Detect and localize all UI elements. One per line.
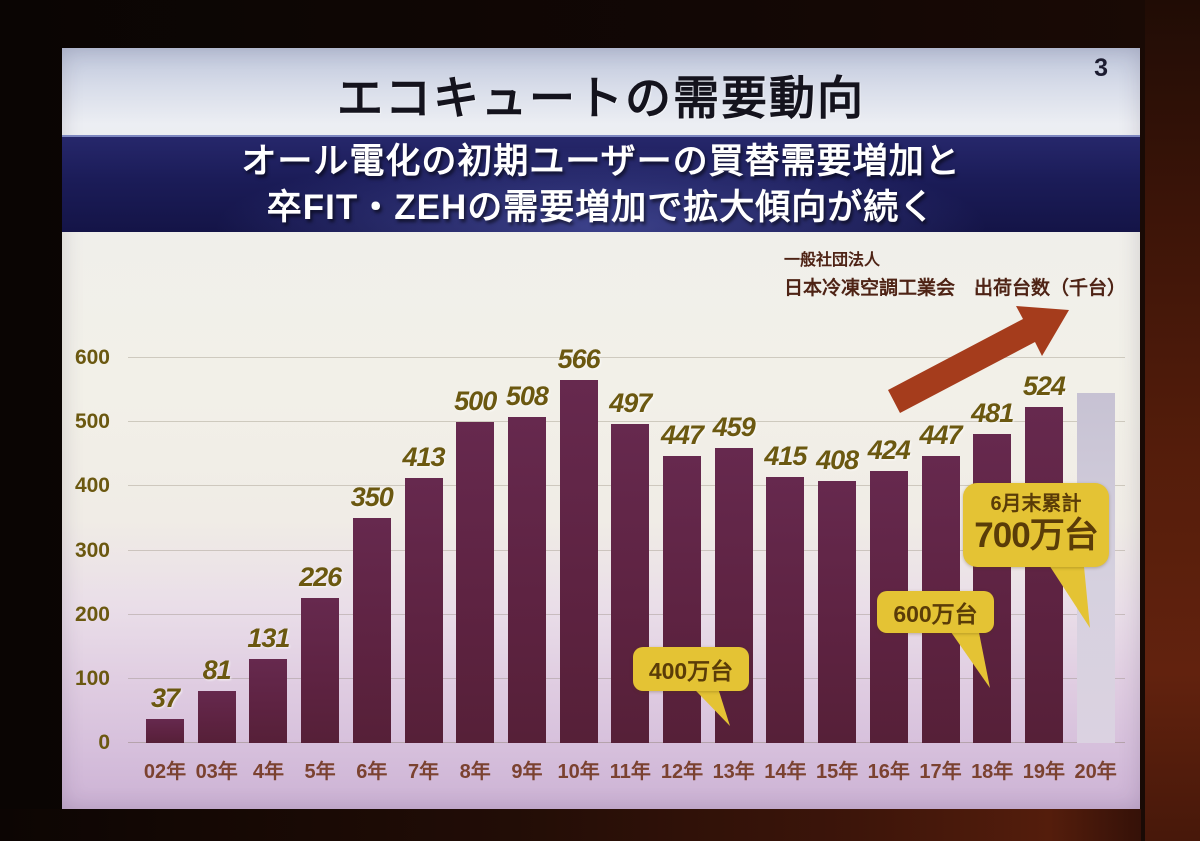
bar-value-label: 350 [350, 482, 394, 513]
x-tick-label: 13年 [712, 761, 755, 783]
bar [352, 518, 391, 743]
bar [404, 478, 443, 743]
bar [714, 448, 753, 743]
y-tick-label: 500 [74, 410, 110, 434]
callout-600-text: 600万台 [893, 601, 978, 627]
upward-trend-arrow [888, 306, 1069, 413]
x-tick-label: 20年 [1074, 761, 1117, 783]
headline-banner: オール電化の初期ユーザーの買替需要増加と 卒FIT・ZEHの需要増加で拡大傾向が… [62, 135, 1140, 232]
y-tick-label: 600 [74, 346, 110, 369]
bar-value-label: 459 [712, 412, 756, 443]
y-tick-label: 400 [74, 474, 110, 498]
x-tick-label: 6年 [356, 761, 388, 783]
page-number: 3 [1094, 54, 1108, 82]
bar-value-label: 508 [505, 381, 549, 412]
banner-line-1: オール電化の初期ユーザーの買替需要増加と [241, 142, 961, 181]
bar-value-label: 566 [557, 343, 601, 374]
y-tick-label: 300 [74, 538, 110, 562]
bar-value-label: 500 [454, 386, 497, 417]
gridline [128, 421, 1125, 423]
callout-700: 6月末累計 700万台 [963, 483, 1109, 567]
x-tick-label: 8年 [459, 761, 491, 783]
x-tick-label: 9年 [511, 761, 543, 783]
bar [766, 476, 805, 743]
bar [507, 417, 546, 743]
x-tick-label: 12年 [660, 761, 704, 783]
x-tick-label: 17年 [919, 761, 962, 783]
bar-value-label: 447 [660, 420, 704, 451]
bar-value-label: 415 [764, 440, 807, 471]
callout-400-text: 400万台 [648, 658, 734, 684]
callout-600: 600万台 [877, 591, 994, 633]
x-tick-label: 5年 [304, 761, 336, 783]
bar [249, 658, 288, 743]
bar-value-label: 131 [247, 622, 290, 653]
x-tick-label: 10年 [557, 761, 600, 783]
callout-700-line1: 6月末累計 [990, 493, 1082, 516]
x-tick-label: 11年 [609, 761, 651, 783]
banner-line-2: 卒FIT・ZEHの需要増加で拡大傾向が続く [266, 187, 936, 227]
callout-700-line2: 700万台 [974, 516, 1098, 556]
bar [456, 422, 495, 743]
bar [197, 691, 236, 743]
bar [301, 597, 340, 743]
x-tick-label: 7年 [407, 761, 440, 783]
presentation-slide: 3 エコキュートの需要動向 オール電化の初期ユーザーの買替需要増加と 卒FIT・… [62, 48, 1140, 809]
source-line-2: 日本冷凍空調工業会 出荷台数（千台） [783, 278, 1126, 299]
x-tick-label: 03年 [195, 761, 238, 783]
bar [146, 719, 184, 743]
bar-value-label: 408 [816, 445, 859, 476]
bar-value-label: 424 [867, 434, 911, 465]
gridline [128, 357, 1125, 358]
screen-bezel-bottom [0, 809, 1141, 841]
x-tick-label: 15年 [815, 761, 859, 783]
x-tick-label: 14年 [764, 761, 807, 783]
bar [818, 481, 857, 743]
bar [611, 424, 650, 743]
bar-value-label: 37 [150, 683, 180, 714]
x-tick-label: 16年 [867, 761, 910, 783]
x-tick-label: 19年 [1022, 761, 1066, 783]
x-tick-label: 4年 [252, 761, 284, 783]
y-tick-label: 0 [98, 731, 110, 754]
bar [663, 456, 701, 743]
y-tick-label: 100 [74, 666, 110, 690]
slide-title: エコキュートの需要動向 [337, 72, 865, 124]
callout-400: 400万台 [633, 647, 749, 691]
y-tick-label: 200 [74, 602, 110, 626]
bar-value-label: 524 [1022, 370, 1066, 401]
bar-value-label: 447 [919, 420, 962, 451]
bar-value-label: 413 [402, 442, 445, 472]
screen-bezel-right [1141, 0, 1200, 841]
bar-value-label: 481 [971, 398, 1014, 429]
bar [559, 379, 598, 743]
source-line-1: 一般社団法人 [783, 252, 880, 269]
x-tick-label: 18年 [971, 761, 1014, 783]
bar-value-label: 497 [609, 388, 652, 419]
x-tick-label: 02年 [143, 761, 187, 783]
bar [973, 434, 1012, 743]
bar-chart: 400万台 600万台 6月末累計 700万台 0 100 200 300 400 500… [75, 344, 1132, 783]
bar-value-label: 81 [202, 655, 232, 686]
data-source-note: 一般社団法人 日本冷凍空調工業会 出荷台数（千台） [784, 246, 1126, 300]
bar-value-label: 226 [299, 561, 342, 592]
